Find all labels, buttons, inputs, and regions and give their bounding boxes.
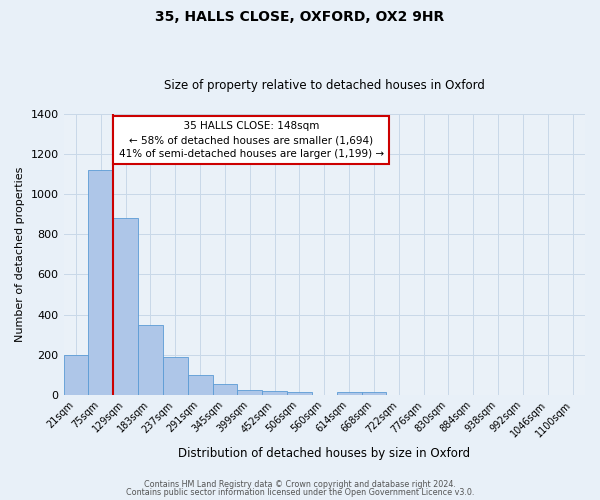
Title: Size of property relative to detached houses in Oxford: Size of property relative to detached ho… xyxy=(164,79,485,92)
Bar xyxy=(64,354,88,395)
X-axis label: Distribution of detached houses by size in Oxford: Distribution of detached houses by size … xyxy=(178,447,470,460)
Bar xyxy=(337,392,362,394)
Bar xyxy=(238,390,262,394)
Y-axis label: Number of detached properties: Number of detached properties xyxy=(15,166,25,342)
Text: 35, HALLS CLOSE, OXFORD, OX2 9HR: 35, HALLS CLOSE, OXFORD, OX2 9HR xyxy=(155,10,445,24)
Bar xyxy=(188,374,212,394)
Bar xyxy=(113,218,138,394)
Text: Contains public sector information licensed under the Open Government Licence v3: Contains public sector information licen… xyxy=(126,488,474,497)
Text: Contains HM Land Registry data © Crown copyright and database right 2024.: Contains HM Land Registry data © Crown c… xyxy=(144,480,456,489)
Text: 35 HALLS CLOSE: 148sqm  
← 58% of detached houses are smaller (1,694)
41% of sem: 35 HALLS CLOSE: 148sqm ← 58% of detached… xyxy=(119,121,384,159)
Bar xyxy=(138,324,163,394)
Bar xyxy=(362,392,386,394)
Bar xyxy=(212,384,238,394)
Bar xyxy=(88,170,113,394)
Bar xyxy=(163,356,188,395)
Bar xyxy=(287,392,312,394)
Bar xyxy=(262,390,287,394)
